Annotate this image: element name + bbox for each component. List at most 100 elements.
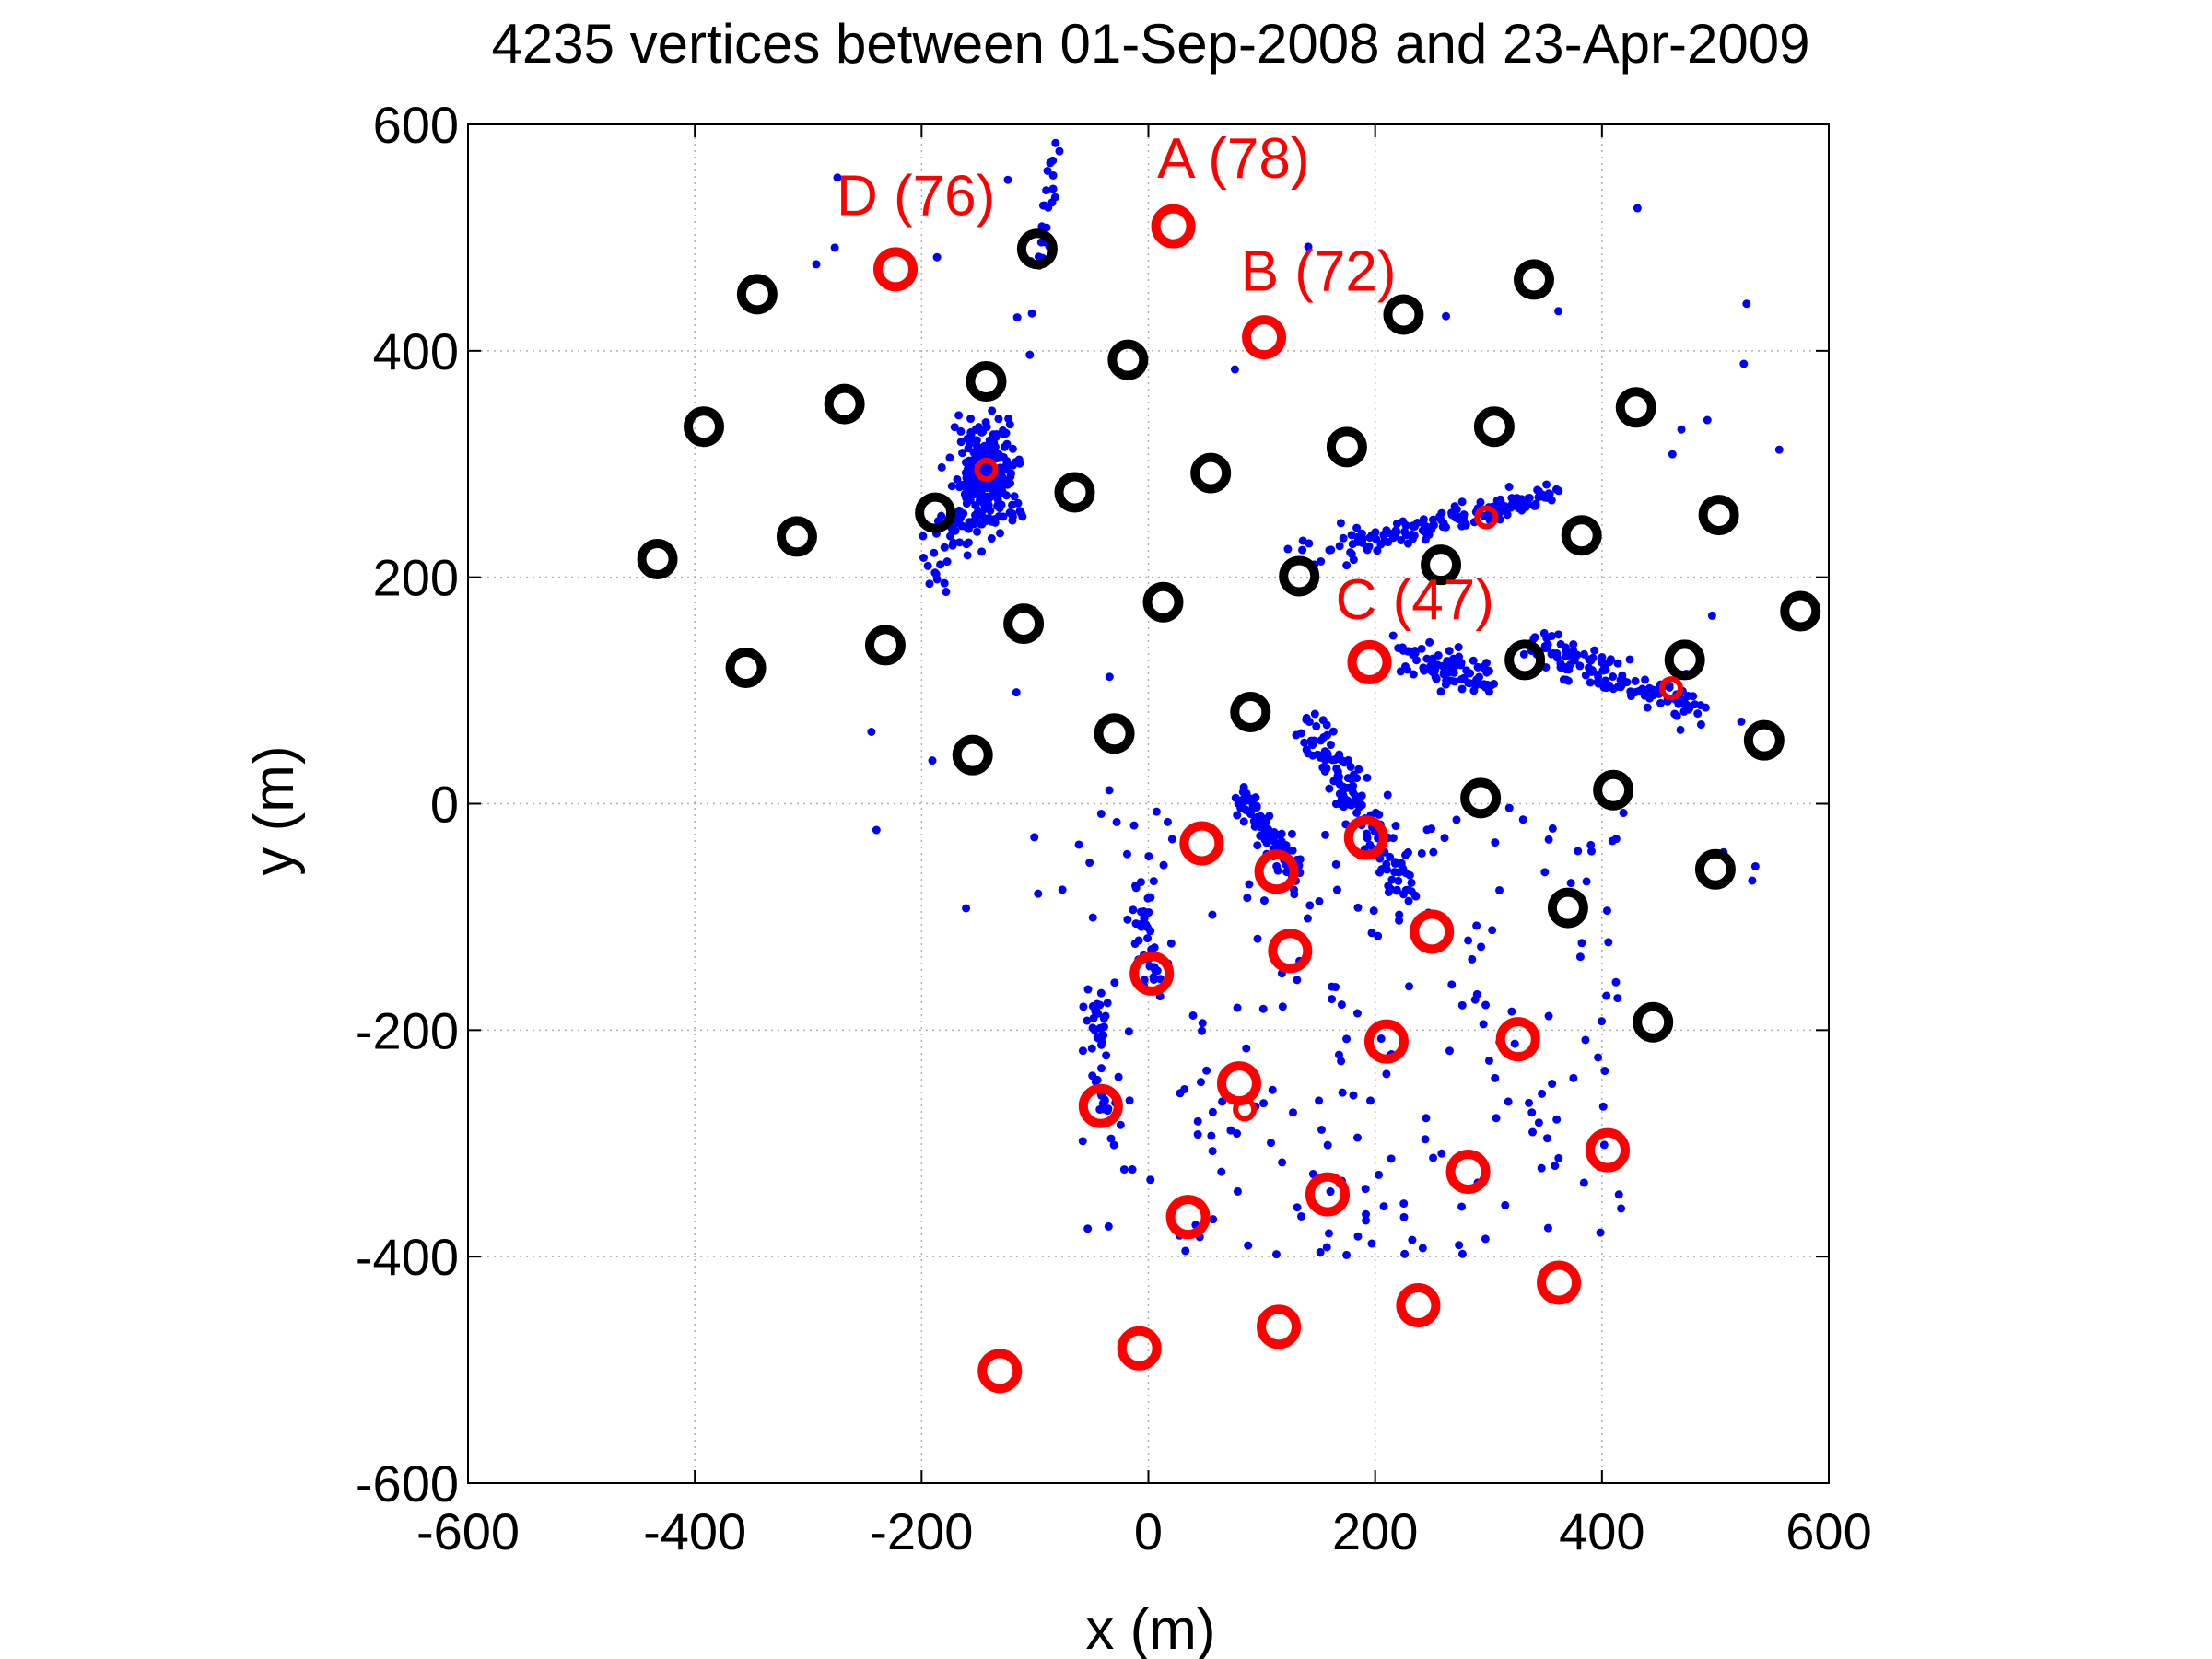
- vertex-point: [977, 547, 987, 556]
- vertex-point: [1258, 817, 1268, 826]
- vertex-point: [1569, 640, 1578, 649]
- x-tick-label: 600: [1785, 1502, 1871, 1560]
- vertex-point: [1278, 1002, 1287, 1011]
- black-well-marker: [1279, 555, 1320, 597]
- vertex-point: [1525, 1098, 1534, 1107]
- y-tick-label: 400: [373, 322, 459, 380]
- vertex-point: [1517, 506, 1527, 515]
- vertex-point: [1611, 835, 1621, 844]
- vertex-point: [1209, 1215, 1218, 1224]
- vertex-point: [1394, 868, 1403, 877]
- vertex-point: [1397, 859, 1406, 868]
- vertex-point: [1461, 520, 1470, 529]
- vertex-point: [1665, 681, 1674, 690]
- annotation-layer: A (78) B (72) C (47) D (76): [837, 127, 1494, 632]
- vertex-point: [1096, 988, 1106, 998]
- vertex-point: [1347, 531, 1356, 540]
- x-tick-label: -400: [643, 1502, 746, 1560]
- vertex-point: [1337, 1057, 1346, 1066]
- vertex-point: [1016, 508, 1025, 518]
- vertex-point: [1469, 686, 1479, 695]
- vertex-point: [996, 529, 1005, 538]
- vertex-point: [1373, 546, 1382, 555]
- vertex-point: [1363, 773, 1372, 782]
- vertex-point: [1321, 830, 1330, 839]
- vertex-point: [1365, 533, 1375, 543]
- black-well-layer: [637, 228, 1821, 1043]
- vertex-point: [1253, 934, 1262, 943]
- vertex-point: [1401, 869, 1410, 878]
- vertex-point: [1367, 929, 1376, 938]
- vertex-point: [1564, 665, 1574, 674]
- vertex-point: [830, 243, 839, 252]
- vertex-point: [1096, 809, 1106, 818]
- vertex-point: [1365, 1096, 1375, 1105]
- vertex-point: [1272, 861, 1282, 870]
- vertex-point: [1131, 883, 1141, 893]
- vertex-point: [1282, 841, 1291, 850]
- vertex-point: [1581, 1035, 1590, 1045]
- vertex-point: [1383, 790, 1392, 800]
- vertex-point: [1434, 650, 1443, 660]
- vertex-point: [996, 488, 1005, 497]
- vertex-point: [1401, 520, 1410, 530]
- vertex-point: [1482, 680, 1492, 689]
- vertex-point: [1384, 538, 1393, 547]
- vertex-point: [1131, 919, 1141, 929]
- vertex-point: [1347, 775, 1356, 784]
- vertex-point: [1442, 311, 1451, 321]
- vertex-point: [1613, 682, 1622, 691]
- vertex-point: [1392, 520, 1401, 529]
- vertex-point: [1305, 901, 1315, 910]
- vertex-point: [989, 482, 998, 491]
- vertex-point: [1559, 675, 1568, 684]
- vertex-point: [1750, 861, 1760, 870]
- vertex-point: [1242, 789, 1251, 798]
- vertex-point: [1457, 660, 1466, 670]
- vertex-point: [1408, 534, 1417, 543]
- vertex-point: [1259, 896, 1269, 905]
- vertex-point: [1231, 793, 1240, 802]
- vertex-point: [1342, 561, 1352, 570]
- vertex-point: [1544, 835, 1553, 844]
- vertex-point: [1401, 850, 1410, 859]
- red-well-marker: [1078, 1083, 1123, 1128]
- vertex-point: [1395, 910, 1404, 919]
- vertex-point: [1422, 1114, 1431, 1123]
- vertex-point: [1614, 1190, 1623, 1199]
- vertex-point: [1313, 750, 1322, 759]
- vertex-point: [1421, 535, 1430, 544]
- vertex-point: [1000, 477, 1009, 486]
- vertex-point: [1342, 1250, 1352, 1259]
- vertex-point: [1586, 678, 1595, 687]
- black-well-marker: [637, 539, 678, 579]
- vertex-point: [1544, 1011, 1553, 1021]
- vertex-point: [1346, 762, 1355, 771]
- vertex-point: [1105, 786, 1114, 795]
- vertex-point: [1027, 309, 1036, 318]
- vertex-point: [1457, 1249, 1467, 1258]
- vertex-point: [1547, 496, 1556, 505]
- red-well-marker: [1537, 1260, 1582, 1305]
- vertex-point: [1093, 999, 1102, 1009]
- vertex-point: [1239, 817, 1248, 826]
- vertex-point: [1457, 1202, 1467, 1211]
- vertex-point: [1400, 1249, 1410, 1258]
- vertex-point: [1611, 977, 1621, 987]
- vertex-point: [951, 526, 960, 535]
- vertex-point: [1443, 676, 1452, 685]
- vertex-point: [977, 511, 987, 520]
- vertex-point: [1320, 766, 1329, 776]
- y-tick-label: -600: [356, 1455, 459, 1513]
- vertex-point: [1243, 894, 1252, 903]
- vertex-point: [1445, 1046, 1454, 1056]
- vertex-point: [1455, 1241, 1464, 1250]
- vertex-point: [1480, 511, 1489, 520]
- vertex-point: [1153, 966, 1162, 976]
- vertex-point: [1522, 499, 1531, 508]
- vertex-point: [1538, 1089, 1547, 1098]
- vertex-point: [965, 468, 974, 477]
- vertex-point: [1305, 539, 1314, 548]
- vertex-point: [1310, 709, 1319, 719]
- red-well-marker: [1396, 1283, 1441, 1328]
